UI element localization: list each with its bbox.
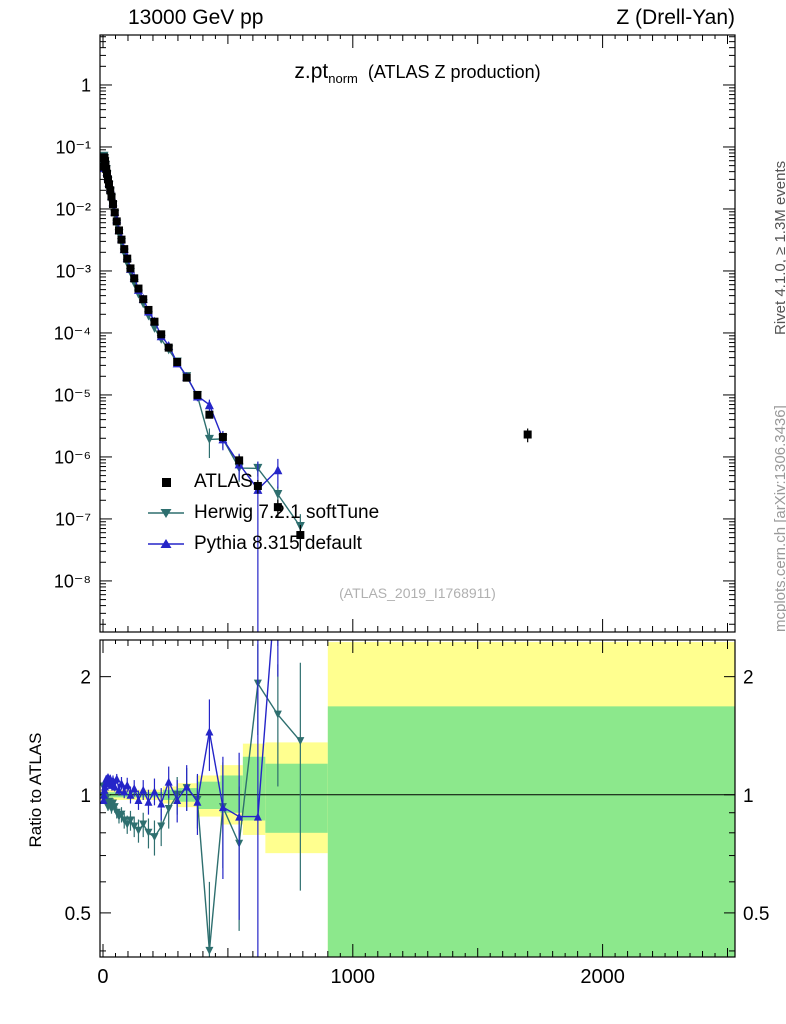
atlas-marker-icon: [148, 475, 184, 489]
pythia-marker-icon: [148, 537, 184, 551]
beam-energy-label: 13000 GeV pp: [128, 6, 264, 29]
svg-text:0: 0: [97, 966, 108, 988]
svg-text:0.5: 0.5: [65, 904, 91, 925]
svg-text:1: 1: [80, 786, 91, 807]
svg-text:10⁻⁵: 10⁻⁵: [54, 385, 91, 405]
legend-item-pythia: Pythia 8.315 default: [148, 528, 379, 559]
legend-item-atlas: ATLAS: [148, 466, 379, 497]
legend-label-herwig: Herwig 7.2.1 softTune: [194, 501, 380, 523]
svg-text:10⁻¹: 10⁻¹: [55, 137, 91, 157]
herwig-marker-icon: [148, 506, 184, 520]
svg-text:2: 2: [80, 668, 91, 689]
rivet-version-note: Rivet 4.1.0, ≥ 1.3M events: [772, 160, 786, 335]
svg-text:1: 1: [81, 75, 91, 95]
svg-text:10⁻⁶: 10⁻⁶: [54, 447, 91, 467]
observable-subscript: norm: [328, 71, 358, 87]
svg-text:10⁻⁴: 10⁻⁴: [54, 323, 91, 343]
svg-text:1000: 1000: [331, 966, 376, 988]
legend-label-atlas: ATLAS: [194, 470, 253, 492]
plot-title: z.ptnorm (ATLAS Z production): [100, 60, 735, 86]
svg-text:10⁻⁸: 10⁻⁸: [54, 571, 91, 591]
svg-text:10⁻²: 10⁻²: [55, 199, 91, 219]
svg-text:2000: 2000: [580, 966, 625, 988]
svg-text:10⁻⁷: 10⁻⁷: [55, 509, 91, 529]
svg-text:10⁻³: 10⁻³: [55, 261, 91, 281]
analysis-id-watermark: (ATLAS_2019_I1768911): [339, 585, 496, 601]
process-label: Z (Drell-Yan): [616, 6, 735, 29]
legend: ATLAS Herwig 7.2.1 softTune Pythia 8.315…: [148, 466, 379, 559]
svg-text:2: 2: [743, 668, 754, 689]
ratio-axis-title: Ratio to ATLAS: [26, 732, 45, 848]
svg-text:0.5: 0.5: [743, 904, 769, 925]
legend-label-pythia: Pythia 8.315 default: [194, 532, 362, 554]
svg-text:1: 1: [743, 786, 754, 807]
observable-name: z.pt: [294, 60, 329, 83]
mcplots-reference-note: mcplots.cern.ch [arXiv:1306.3436]: [772, 405, 786, 632]
legend-item-herwig: Herwig 7.2.1 softTune: [148, 497, 379, 528]
analysis-note: (ATLAS Z production): [367, 62, 541, 82]
